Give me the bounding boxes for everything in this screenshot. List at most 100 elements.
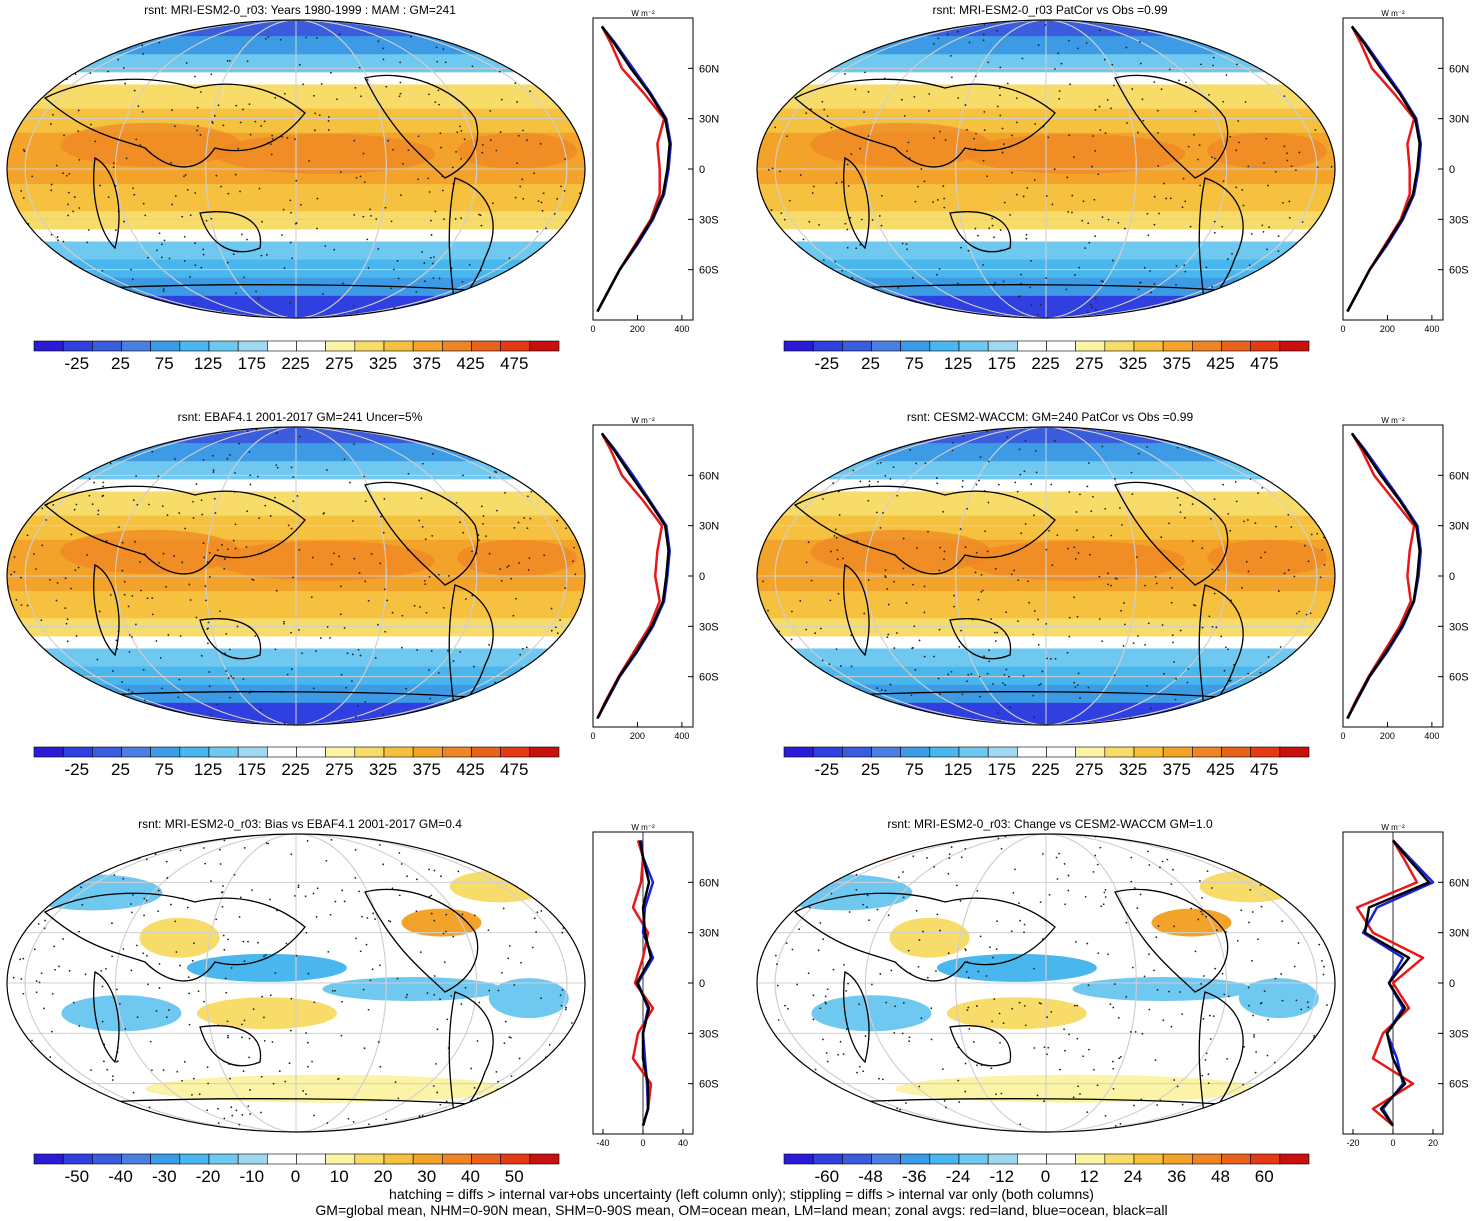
colorbar-swatch [442,1153,472,1165]
coastline [793,78,1056,168]
stipple-dot [1309,1052,1312,1055]
graticule-meridian [774,834,1318,1132]
stipple-dot [425,611,428,614]
stipple-dot [557,28,560,30]
stipple-dot [438,309,440,312]
stipple-dot [1316,532,1319,535]
stipple-dot [979,935,982,938]
stipple-dot [1076,1004,1079,1007]
stipple-dot [1327,651,1330,653]
stipple-dot [1227,512,1230,515]
stipple-dot [777,62,780,65]
stipple-dot [903,115,906,117]
map-border [6,426,586,726]
stipple-dot [579,1092,582,1095]
stipple-dot [315,916,318,918]
colorbar-swatch [208,340,239,352]
stipple-dot [1178,991,1181,993]
stipple-dot [1310,533,1313,536]
stipple-dot [230,675,233,678]
colorbar-label: 175 [987,354,1016,373]
stipple-dot [819,1007,822,1010]
stipple-dot [272,1082,275,1085]
stipple-dot [896,494,899,497]
stipple-dot [1065,288,1068,291]
stipple-dot [1267,1018,1270,1021]
stipple-dot [1160,88,1163,91]
stipple-dot [988,660,991,663]
stipple-dot [191,1093,193,1096]
stipple-dot [1060,726,1062,727]
stipple-dot [847,185,850,187]
stipple-dot [943,197,946,200]
stipple-dot [536,911,539,914]
stipple-dot [374,657,377,659]
colorbar-swatch [92,340,122,352]
stipple-dot [784,1004,786,1007]
stipple-dot [1018,902,1020,905]
stipple-dot [981,589,984,592]
stipple-dot [1327,92,1330,95]
stipple-dot [187,976,190,979]
stipple-dot [67,214,70,217]
stipple-dot [210,427,213,429]
stipple-dot [1235,149,1238,152]
stipple-dot [1122,602,1125,604]
stipple-dot [229,1077,231,1080]
stipple-dot [347,1117,350,1120]
stipple-dot [240,1036,243,1039]
stipple-dot [1220,635,1223,638]
stipple-dot [1313,681,1316,684]
stipple-dot [958,646,961,648]
stipple-dot [1236,63,1239,66]
stipple-dot [41,507,44,510]
stipple-dot [290,466,293,469]
stipple-dot [143,897,146,900]
stipple-dot [306,1065,309,1068]
stipple-dot [1001,151,1004,154]
stipple-dot [20,576,22,579]
stipple-dot [341,282,344,285]
zonal-lat-label: 30S [699,621,719,633]
coastline [104,1098,506,1108]
stipple-dot [1114,22,1117,24]
stipple-dot [96,691,99,694]
stipple-dot [147,983,150,986]
stipple-dot [71,845,74,848]
stipple-dot [1170,601,1173,604]
stipple-dot [75,503,78,506]
stipple-dot [63,134,65,137]
stipple-dot [755,570,756,572]
zonal-xtick-label: 20 [1428,1138,1438,1148]
map-panel-2 [756,19,1336,319]
graticule-meridian [955,20,1137,318]
stipple-dot [153,443,156,446]
stipple-dot [100,969,103,972]
stipple-dot [109,462,112,465]
stipple-dot [1271,876,1274,879]
stipple-dot [984,530,986,533]
graticule-meridian [774,20,1318,318]
stipple-dot [143,914,145,917]
stipple-dot [62,172,65,175]
colorbar-label: 75 [154,354,174,373]
stipple-dot [799,174,802,176]
stipple-dot [406,993,409,996]
stipple-dot [1175,265,1178,267]
stipple-dot [1327,1045,1330,1048]
stipple-dot [249,1113,251,1115]
colorbar-swatch [62,1153,93,1165]
stipple-dot [1137,634,1139,637]
stipple-dot [1156,988,1159,991]
stipple-dot [565,871,568,874]
stipple-dot [958,1101,961,1103]
stipple-dot [103,1060,105,1063]
stipple-dot [423,280,426,283]
stipple-dot [825,1052,828,1054]
stipple-dot [1046,1053,1048,1056]
stipple-dot [343,458,346,461]
stipple-dot [1283,145,1286,148]
colorbar-swatch [812,746,843,758]
stipple-dot [1120,1055,1122,1058]
stipple-dot [221,905,224,908]
